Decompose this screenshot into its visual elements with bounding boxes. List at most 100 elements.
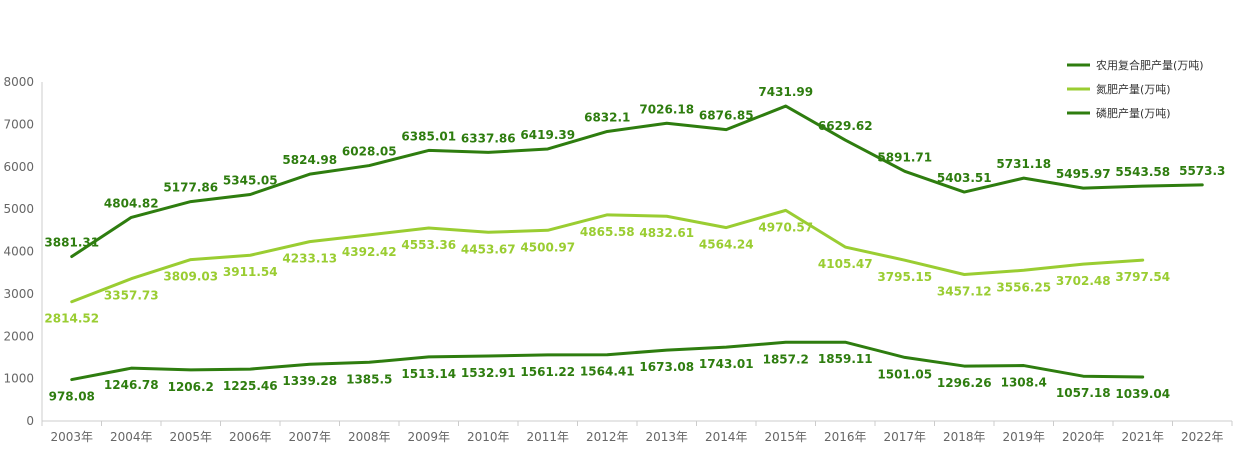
data-label: 3911.54: [223, 265, 278, 279]
data-label: 1532.91: [461, 366, 516, 380]
series-line-0: [70, 104, 1204, 259]
data-label: 1564.41: [580, 365, 635, 379]
y-tick-label: 8000: [3, 75, 34, 89]
data-label: 3357.73: [104, 289, 159, 303]
x-tick-label: 2014年: [705, 430, 748, 444]
x-tick-label: 2003年: [50, 430, 93, 444]
data-label: 5345.05: [223, 174, 278, 188]
y-tick-label: 6000: [3, 160, 34, 174]
data-label: 5891.71: [877, 150, 932, 164]
data-label: 4970.57: [758, 220, 813, 234]
data-label: 5495.97: [1056, 167, 1111, 181]
legend-item[interactable]: 农用复合肥产量(万吨): [1067, 58, 1204, 72]
data-label: 4453.67: [461, 242, 516, 256]
data-label: 1296.26: [937, 376, 992, 390]
data-label: 6832.1: [584, 110, 630, 124]
legend-item[interactable]: 氮肥产量(万吨): [1067, 82, 1171, 96]
data-label: 1501.05: [877, 367, 932, 381]
data-label: 3556.25: [996, 280, 1051, 294]
data-label: 6337.86: [461, 131, 516, 145]
data-label: 4500.97: [520, 240, 575, 254]
data-label: 6385.01: [401, 129, 456, 143]
data-label: 1857.2: [763, 352, 809, 366]
data-label: 4553.36: [401, 238, 456, 252]
data-label: 3457.12: [937, 285, 992, 299]
data-label: 5573.3: [1179, 164, 1225, 178]
data-label: 4865.58: [580, 225, 635, 239]
y-tick-label: 5000: [3, 202, 34, 216]
data-label: 6028.05: [342, 145, 397, 159]
data-label: 1561.22: [520, 365, 575, 379]
data-label: 5403.51: [937, 171, 992, 185]
x-tick-label: 2013年: [645, 430, 688, 444]
axes: 0 1000 2000 3000 4000 5000 6000 7000 8000 2003年 20…: [3, 75, 1233, 444]
legend-label: 氮肥产量(万吨): [1096, 82, 1171, 96]
data-label: 1039.04: [1115, 387, 1170, 401]
data-labels: 3881.31 4804.82 5177.86 5345.05 5824.98 6028.…: [44, 85, 1225, 403]
x-tick-label: 2010年: [467, 430, 510, 444]
x-tick-label: 2017年: [883, 430, 926, 444]
x-tick-label: 2007年: [288, 430, 331, 444]
data-label: 1246.78: [104, 378, 159, 392]
data-label: 1673.08: [639, 360, 694, 374]
y-tick-label: 3000: [3, 287, 34, 301]
x-tick-label: 2016年: [824, 430, 867, 444]
x-tick-label: 2022年: [1181, 430, 1224, 444]
y-tick-label: 4000: [3, 245, 34, 259]
legend[interactable]: 农用复合肥产量(万吨) 氮肥产量(万吨) 磷肥产量(万吨): [1067, 58, 1204, 120]
data-label: 5177.86: [163, 181, 218, 195]
data-label: 7431.99: [758, 85, 813, 99]
data-label: 1308.4: [1001, 376, 1047, 390]
data-label: 4804.82: [104, 196, 159, 210]
drop-lines: [71, 106, 1203, 421]
x-tick-label: 2008年: [348, 430, 391, 444]
x-tick-label: 2020年: [1062, 430, 1105, 444]
data-label: 1225.46: [223, 379, 278, 393]
data-label: 1206.2: [168, 380, 214, 394]
x-tick-label: 2015年: [764, 430, 807, 444]
data-label: 7026.18: [639, 102, 694, 116]
data-label: 1743.01: [699, 357, 754, 371]
x-tick-label: 2012年: [586, 430, 629, 444]
legend-label: 农用复合肥产量(万吨): [1096, 58, 1204, 72]
series-line-1: [70, 208, 1145, 304]
data-label: 1339.28: [282, 374, 337, 388]
data-label: 3809.03: [163, 270, 218, 284]
data-label: 4564.24: [699, 238, 754, 252]
data-label: 1057.18: [1056, 386, 1111, 400]
data-label: 1513.14: [401, 367, 456, 381]
y-tick-label: 1000: [3, 372, 34, 386]
data-label: 1859.11: [818, 352, 873, 366]
legend-label: 磷肥产量(万吨): [1096, 106, 1171, 120]
x-tick-label: 2005年: [169, 430, 212, 444]
data-label: 5824.98: [282, 153, 337, 167]
data-label: 5543.58: [1115, 165, 1170, 179]
series-lines: [70, 104, 1204, 382]
y-tick-label: 0: [26, 414, 34, 428]
data-label: 978.08: [49, 390, 95, 404]
data-label: 4105.47: [818, 257, 873, 271]
x-tick-label: 2018年: [943, 430, 986, 444]
y-tick-label: 2000: [3, 329, 34, 343]
x-tick-label: 2006年: [229, 430, 272, 444]
data-label: 4832.61: [639, 226, 694, 240]
series-line-2: [70, 340, 1145, 382]
legend-item[interactable]: 磷肥产量(万吨): [1067, 106, 1171, 120]
data-label: 3797.54: [1115, 270, 1170, 284]
x-tick-label: 2019年: [1002, 430, 1045, 444]
data-label: 4392.42: [342, 245, 397, 259]
x-tick-label: 2021年: [1121, 430, 1164, 444]
x-tick-label: 2004年: [110, 430, 153, 444]
y-tick-label: 7000: [3, 117, 34, 131]
data-label: 6629.62: [818, 119, 873, 133]
x-tick-label: 2009年: [407, 430, 450, 444]
data-label: 3795.15: [877, 270, 932, 284]
data-label: 6876.85: [699, 109, 754, 123]
data-label: 4233.13: [282, 252, 337, 266]
data-label: 2814.52: [44, 312, 99, 326]
data-label: 6419.39: [520, 128, 575, 142]
x-tick-label: 2011年: [526, 430, 569, 444]
data-label: 5731.18: [996, 157, 1051, 171]
data-label: 3881.31: [44, 236, 99, 250]
